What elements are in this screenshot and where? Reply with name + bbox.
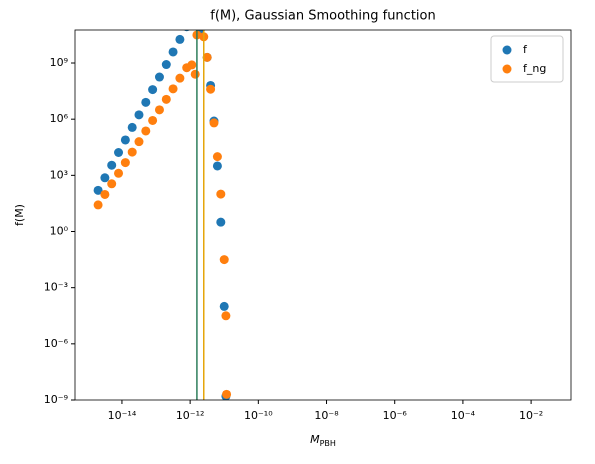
point bbox=[114, 168, 124, 178]
plot-area bbox=[93, 12, 232, 400]
y-tick-label: 10⁻⁶ bbox=[44, 337, 69, 350]
y-tick-label: 10⁹ bbox=[50, 56, 68, 69]
point bbox=[107, 179, 117, 189]
point bbox=[175, 73, 185, 83]
y-tick-label: 10⁻⁹ bbox=[44, 393, 68, 406]
x-tick-label: 10⁻¹⁰ bbox=[244, 409, 273, 422]
legend-label: f bbox=[523, 43, 528, 56]
x-axis-label-sub: PBH bbox=[320, 439, 336, 448]
legend-marker bbox=[502, 64, 512, 74]
point bbox=[148, 115, 158, 125]
point bbox=[100, 173, 110, 183]
point bbox=[202, 52, 212, 62]
point bbox=[141, 126, 151, 136]
point bbox=[93, 185, 103, 195]
point bbox=[219, 301, 229, 311]
point bbox=[154, 105, 164, 115]
point bbox=[148, 85, 158, 95]
x-tick-label: 10⁻¹⁴ bbox=[108, 409, 137, 422]
point bbox=[168, 47, 178, 57]
x-tick-label: 10⁻⁸ bbox=[314, 409, 339, 422]
point bbox=[221, 311, 231, 321]
point bbox=[168, 84, 178, 94]
x-axis-label: MPBH bbox=[310, 433, 336, 448]
point bbox=[114, 148, 124, 158]
x-tick-label: 10⁻¹² bbox=[176, 409, 205, 422]
legend-marker bbox=[502, 45, 512, 55]
point bbox=[216, 217, 226, 227]
point bbox=[154, 72, 164, 82]
point bbox=[161, 60, 171, 70]
y-tick-label: 10³ bbox=[50, 168, 68, 181]
y-tick-label: 10⁶ bbox=[50, 112, 69, 125]
point bbox=[216, 189, 226, 199]
point bbox=[212, 161, 222, 171]
point bbox=[100, 189, 110, 199]
point bbox=[107, 160, 117, 170]
point bbox=[161, 94, 171, 104]
point bbox=[134, 110, 144, 120]
legend-label: f_ng bbox=[523, 62, 546, 75]
legend-box bbox=[490, 35, 564, 83]
point bbox=[189, 12, 198, 21]
x-tick-label: 10⁻⁶ bbox=[383, 409, 408, 422]
point bbox=[209, 118, 219, 128]
point bbox=[127, 122, 137, 132]
point bbox=[120, 135, 130, 145]
x-axis-label-base: M bbox=[310, 433, 320, 446]
y-tick-label: 10⁰ bbox=[50, 225, 69, 238]
point bbox=[199, 30, 202, 31]
point bbox=[175, 34, 185, 44]
point bbox=[222, 389, 232, 399]
x-tick-label: 10⁻² bbox=[519, 409, 543, 422]
y-tick-label: 10⁻³ bbox=[44, 281, 68, 294]
point bbox=[187, 60, 197, 70]
point bbox=[127, 147, 137, 157]
point bbox=[120, 158, 130, 168]
chart-title: f(M), Gaussian Smoothing function bbox=[210, 9, 435, 24]
point bbox=[212, 152, 222, 162]
point bbox=[93, 200, 103, 210]
point bbox=[206, 84, 216, 94]
point bbox=[134, 137, 144, 147]
point bbox=[219, 255, 229, 265]
y-axis-label: f(M) bbox=[13, 204, 26, 226]
point bbox=[190, 69, 200, 79]
point bbox=[141, 97, 151, 107]
x-tick-label: 10⁻⁴ bbox=[451, 409, 476, 422]
axes-frame bbox=[74, 29, 572, 401]
